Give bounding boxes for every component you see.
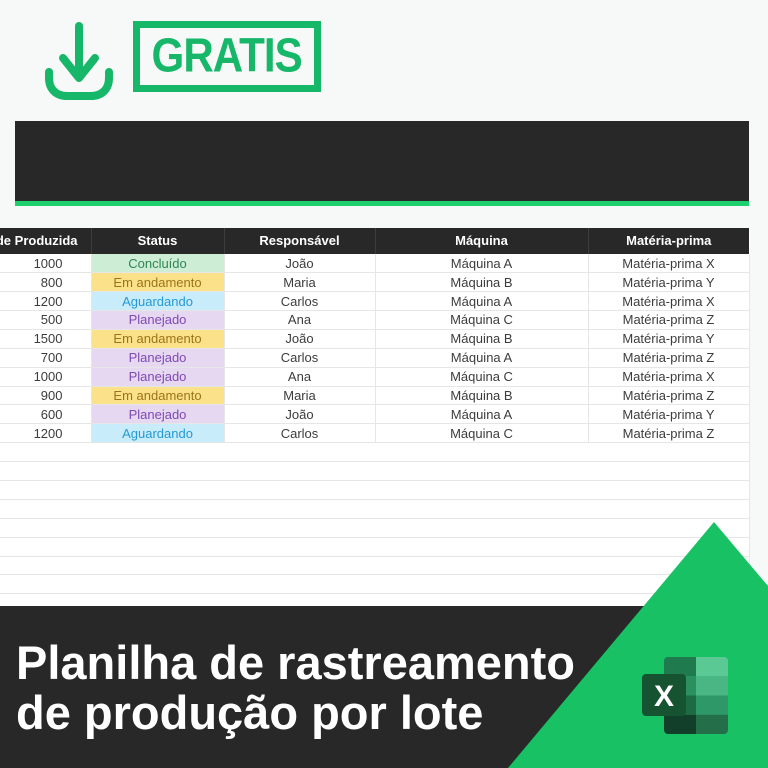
svg-text:X: X	[654, 680, 674, 713]
